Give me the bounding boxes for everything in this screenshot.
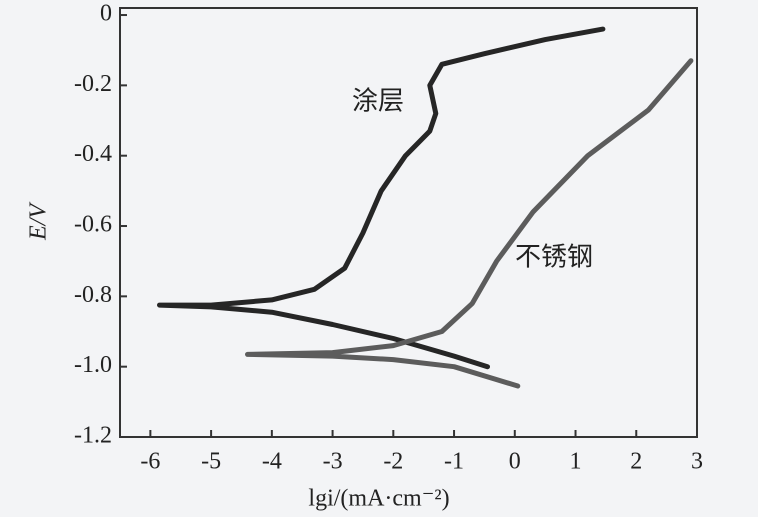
y-axis-label: E/V [26,202,52,241]
y-tick-label: -0.4 [74,141,112,167]
x-tick-label: -2 [383,449,403,475]
x-axis-label: lgi/(mA·cm⁻²) [308,486,449,512]
x-tick-label: 0 [509,449,521,475]
x-tick-label: 1 [570,449,582,475]
curve [245,58,694,389]
series-label: 不锈钢 [515,243,593,273]
y-tick-label: -0.6 [74,212,112,238]
x-tick-label: 2 [630,449,642,475]
x-tick-label: 3 [691,449,703,475]
curve [157,26,606,370]
x-tick-label: -6 [140,449,160,475]
y-tick-label: 0 [100,1,112,27]
x-tick-label: -1 [444,449,464,475]
series-label: 涂层 [352,87,404,117]
x-tick-label: -3 [323,449,343,475]
y-tick-label: -0.2 [74,71,112,97]
x-tick-label: -4 [262,449,282,475]
y-tick-label: -1.0 [74,352,112,378]
y-tick-label: -1.2 [74,423,112,449]
y-tick-label: -0.8 [74,282,112,308]
x-tick-label: -5 [201,449,221,475]
plot-frame [119,7,698,438]
